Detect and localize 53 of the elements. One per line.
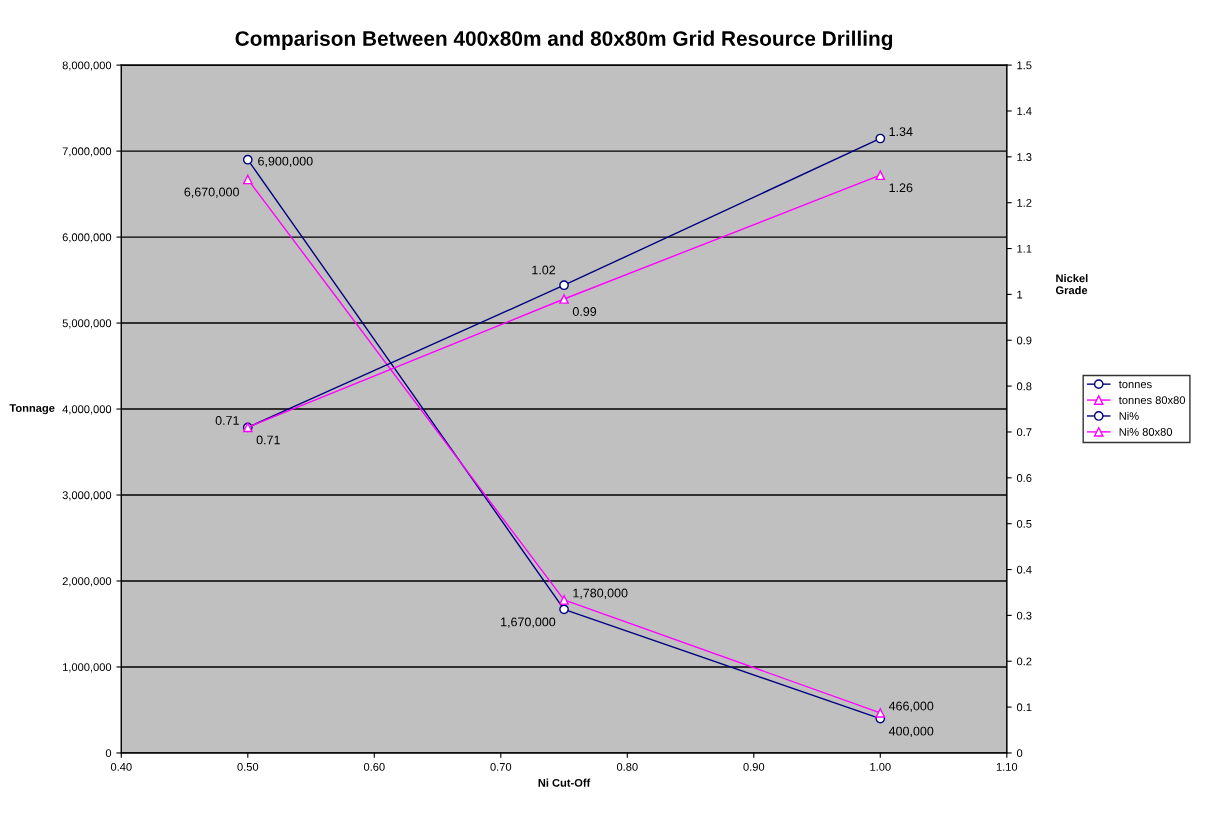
y-tick-label: 3,000,000 [62, 491, 112, 501]
y-tick-label: 4,000,000 [62, 405, 112, 415]
data-label: 466,000 [888, 701, 934, 712]
x-tick-label: 0.50 [237, 762, 259, 771]
y2-tick-label: 0 [1016, 749, 1023, 758]
x-axis-title: Ni Cut-Off [538, 778, 591, 787]
data-label: 1,670,000 [501, 617, 556, 628]
legend-label: Ni% [1119, 411, 1139, 420]
y2-tick-label: 1.5 [1017, 61, 1032, 70]
y-tick-label: 0 [105, 749, 112, 758]
y2-axis-title: Nickel Grade [1055, 274, 1088, 295]
y2-tick-label: 0.9 [1016, 336, 1032, 345]
y2-tick-label: 0.7 [1016, 428, 1032, 437]
y-tick-label: 7,000,000 [62, 147, 112, 157]
legend-label: tonnes 80x80 [1118, 396, 1186, 405]
y-tick-label: 5,000,000 [62, 319, 112, 329]
x-tick-label: 0.60 [363, 762, 385, 771]
data-label: 1.34 [889, 127, 913, 137]
y2-tick-label: 1 [1017, 290, 1023, 299]
y2-tick-label: 1.4 [1017, 107, 1032, 115]
y2-tick-label: 0.8 [1016, 382, 1032, 391]
data-label: 6,900,000 [258, 156, 313, 168]
x-tick-label: 0.90 [743, 762, 765, 771]
y-tick-label: 6,000,000 [62, 233, 112, 243]
data-label: 0.71 [256, 435, 280, 445]
chart-title: Comparison Between 400x80m and 80x80m Grid Resource Drilling [235, 30, 893, 51]
data-label: 0.71 [215, 416, 239, 425]
data-label: 400,000 [888, 726, 934, 738]
y-tick-label: 2,000,000 [62, 577, 112, 587]
y-tick-label: 8,000,000 [62, 61, 112, 71]
data-label: 1.02 [532, 265, 556, 275]
y2-tick-label: 0.1 [1016, 703, 1032, 712]
x-tick-label: 1.00 [870, 762, 891, 771]
y2-tick-label: 0.6 [1016, 474, 1032, 482]
x-tick-label: 0.80 [616, 762, 638, 771]
data-label: 1,780,000 [573, 588, 628, 599]
y2-tick-label: 1.2 [1017, 198, 1032, 207]
y2-tick-label: 0.2 [1016, 657, 1032, 666]
y2-tick-label: 0.4 [1016, 565, 1032, 574]
data-label: 1.26 [889, 183, 913, 193]
y-axis-title: Tonnage [9, 404, 55, 415]
y2-tick-label: 1.1 [1017, 244, 1032, 253]
x-tick-label: 0.70 [490, 762, 512, 771]
data-label: 0.99 [572, 307, 597, 316]
x-tick-label: 1.10 [996, 762, 1018, 771]
data-label: 6,670,000 [184, 187, 239, 198]
y2-tick-label: 0.3 [1016, 611, 1032, 620]
y2-tick-label: 0.5 [1016, 519, 1032, 528]
legend-label: Ni% 80x80 [1119, 427, 1173, 436]
x-tick-label: 0.40 [110, 762, 132, 771]
y2-tick-label: 1.3 [1017, 153, 1032, 161]
legend-label: tonnes [1118, 380, 1152, 389]
y-tick-label: 1,000,000 [63, 663, 112, 673]
